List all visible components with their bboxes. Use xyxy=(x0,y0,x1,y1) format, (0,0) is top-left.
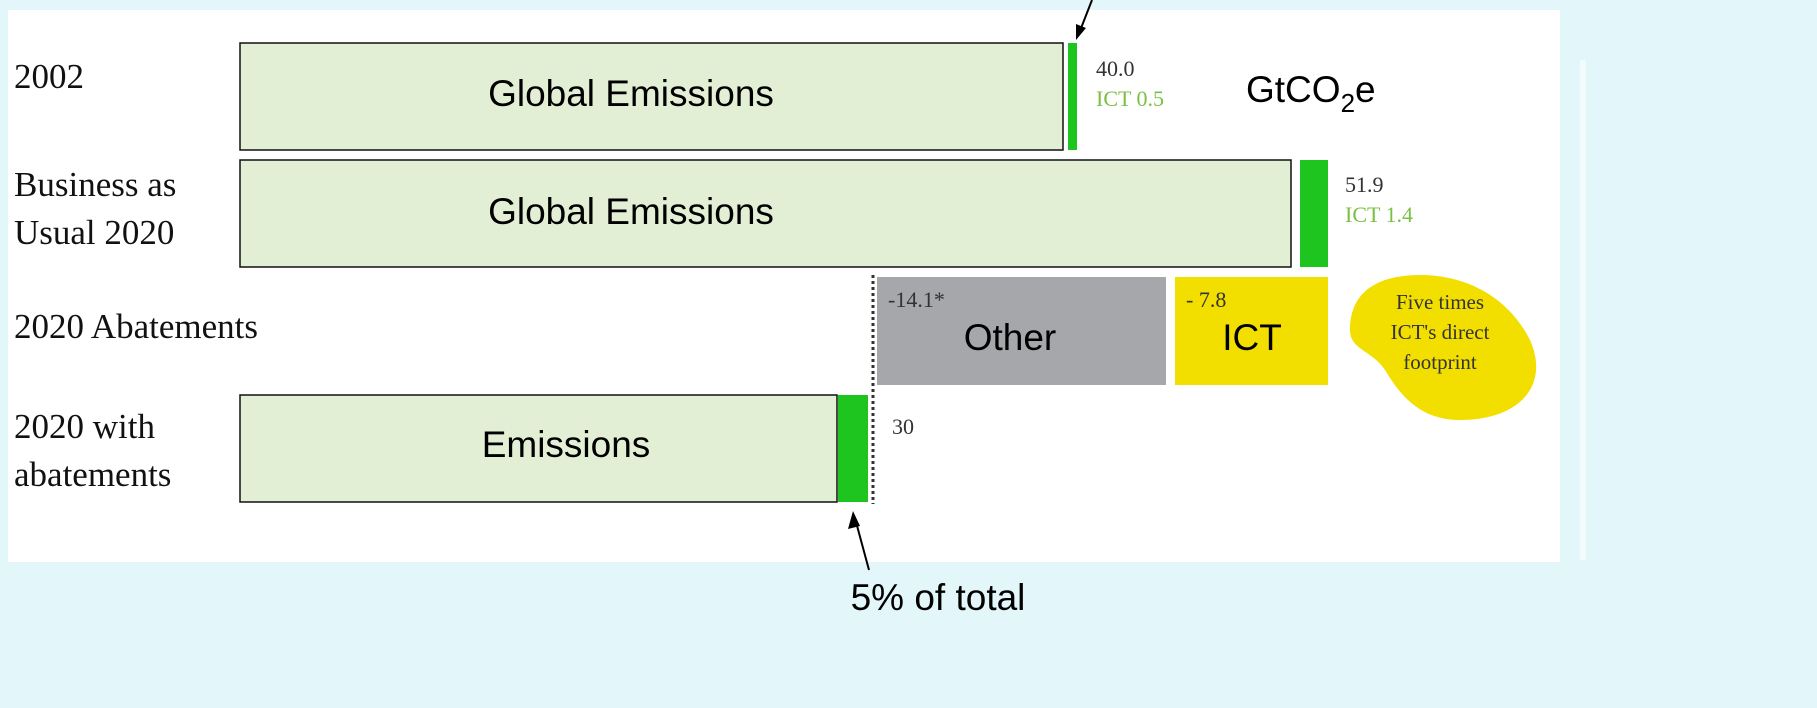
ict-bar xyxy=(1300,160,1328,267)
row-label: Usual 2020 xyxy=(14,213,174,252)
ict-value: ICT 0.5 xyxy=(1096,86,1164,111)
bar-label: Emissions xyxy=(482,424,651,465)
unit: GtCO2e xyxy=(1246,69,1376,118)
arrow-head xyxy=(1076,24,1086,40)
ict-bar xyxy=(1068,43,1077,150)
arrow xyxy=(855,521,870,571)
unit-sub: 2 xyxy=(1341,88,1355,118)
callout-text: ICT's direct xyxy=(1391,320,1490,344)
ict-bar xyxy=(838,395,868,502)
row-label: 2020 with xyxy=(14,407,155,446)
total-value: 30 xyxy=(892,414,914,439)
row-label: abatements xyxy=(14,455,171,494)
row-label: Business as xyxy=(14,165,176,204)
row-label: 2020 Abatements xyxy=(14,307,258,346)
other-bar xyxy=(877,277,1166,385)
stripe xyxy=(1580,60,1586,560)
unit-base: GtCO xyxy=(1246,69,1341,110)
other-label: Other xyxy=(964,317,1057,358)
ict-abatement-value: - 7.8 xyxy=(1186,287,1226,312)
bar-label: Global Emissions xyxy=(488,191,774,232)
bar xyxy=(239,42,1064,151)
bar-label: Global Emissions xyxy=(488,73,774,114)
callout-text: Five times xyxy=(1396,290,1484,314)
bar xyxy=(239,394,838,503)
note: 5% of total xyxy=(851,577,1026,618)
ict-abatement-bar xyxy=(1175,277,1328,385)
unit-suffix: e xyxy=(1355,69,1376,110)
ict-abatement-label: ICT xyxy=(1222,317,1282,358)
other-value: -14.1* xyxy=(888,287,945,312)
row-label: 2002 xyxy=(14,57,84,96)
total-value: 40.0 xyxy=(1096,56,1135,81)
callout xyxy=(1350,275,1537,420)
ict-value: ICT 1.4 xyxy=(1345,202,1413,227)
total-value: 51.9 xyxy=(1345,172,1384,197)
callout-text: footprint xyxy=(1403,350,1477,374)
arrow-head xyxy=(848,511,860,529)
bar xyxy=(239,159,1292,268)
